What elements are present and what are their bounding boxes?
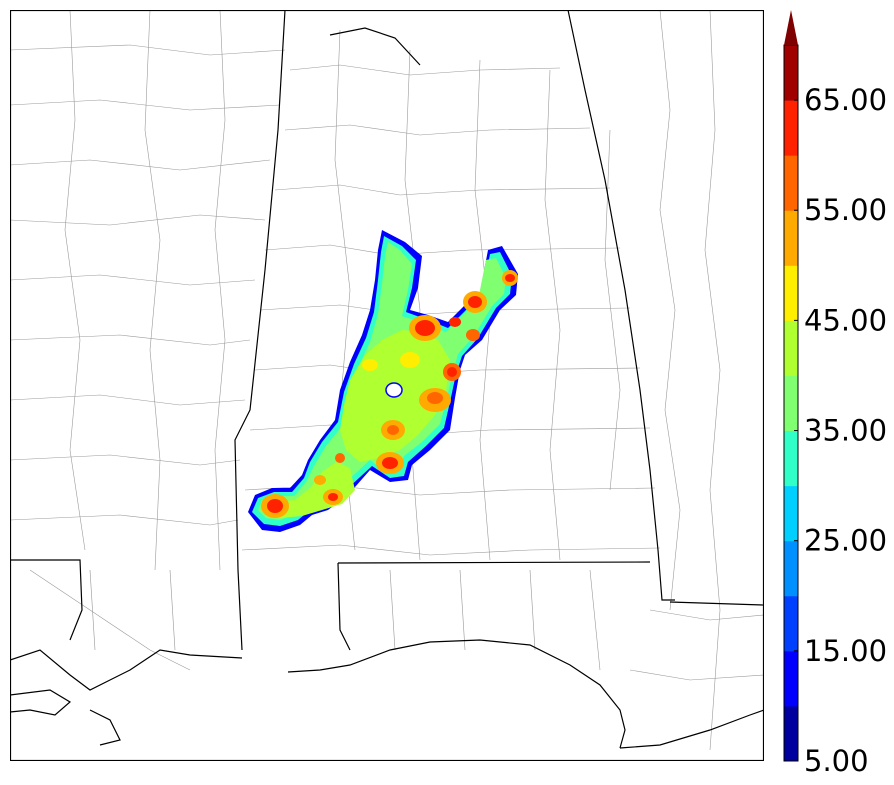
colorbar-band — [784, 320, 798, 376]
colorbar-tick-label: 55.00 — [804, 193, 887, 227]
colorbar-band — [784, 705, 798, 762]
map-border — [10, 10, 764, 761]
colorbar: 5.00 15.00 25.00 35.00 45.00 55.00 65.00 — [783, 10, 887, 778]
gulf-coastline — [10, 639, 764, 749]
colorbar-extend-arrow — [784, 10, 798, 45]
map-panel — [10, 10, 764, 761]
county-lines — [10, 10, 764, 751]
colorbar-band — [784, 540, 798, 597]
colorbar-band — [784, 430, 798, 487]
colorbar-tick-labels: 5.00 15.00 25.00 35.00 45.00 55.00 65.00 — [804, 83, 887, 778]
colorbar-band — [784, 155, 798, 211]
colorbar-band — [784, 485, 798, 542]
colorbar-band — [784, 45, 798, 101]
colorbar-tick-label: 15.00 — [804, 634, 887, 668]
colorbar-bands — [783, 44, 799, 762]
colorbar-band — [784, 595, 798, 652]
colorbar-band — [784, 265, 798, 321]
colorbar-band — [784, 210, 798, 266]
colorbar-band — [784, 375, 798, 432]
state-boundaries — [10, 10, 764, 651]
colorbar-tick-label: 65.00 — [804, 83, 887, 117]
colorbar-tick-label: 25.00 — [804, 524, 887, 558]
colorbar-ticks — [794, 99, 798, 762]
storm-cells — [261, 270, 518, 518]
colorbar-tick-label: 5.00 — [804, 744, 869, 778]
contour-hole — [385, 382, 403, 398]
colorbar-band — [784, 100, 798, 156]
colorbar-band — [784, 650, 798, 707]
colorbar-tick-label: 35.00 — [804, 414, 887, 448]
contour-field — [248, 230, 518, 532]
colorbar-tick-label: 45.00 — [804, 303, 887, 337]
